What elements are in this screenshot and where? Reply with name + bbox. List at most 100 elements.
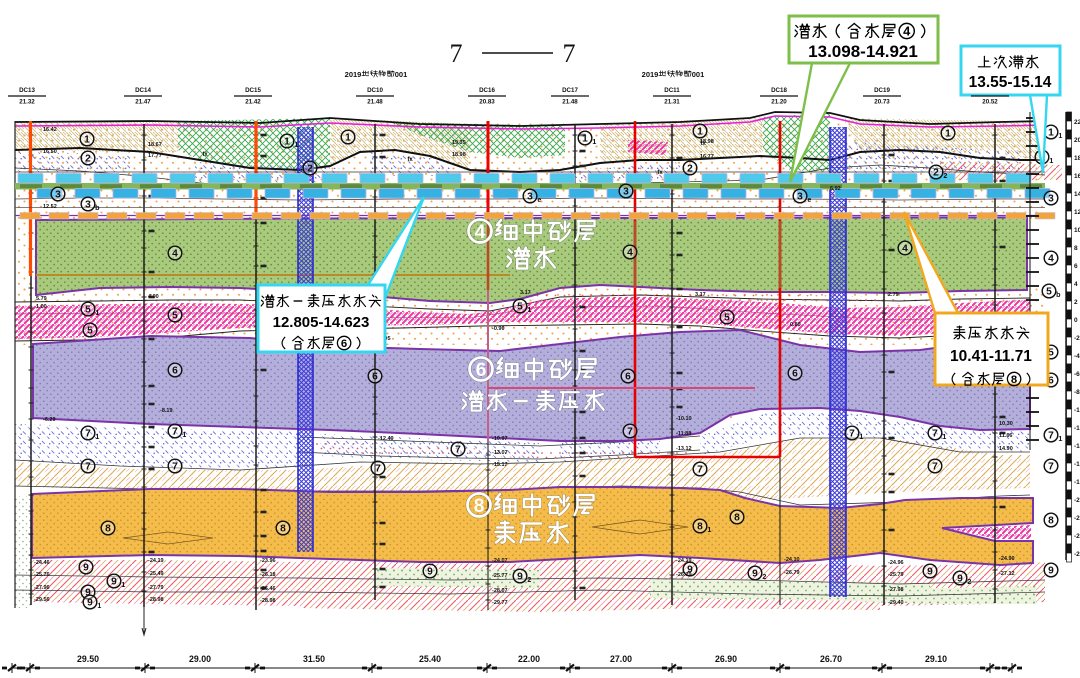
svg-text:3.17: 3.17 [695, 292, 706, 298]
svg-text:14.90: 14.90 [999, 446, 1013, 452]
svg-text:1: 1 [1058, 435, 1062, 443]
svg-text:-11.88: -11.88 [676, 431, 691, 437]
svg-text:2: 2 [527, 576, 531, 584]
svg-text:16: 16 [1074, 173, 1080, 180]
svg-text:1: 1 [592, 138, 596, 146]
svg-text:21.31: 21.31 [664, 99, 680, 106]
svg-text:-27.79: -27.79 [148, 585, 164, 591]
svg-text:4: 4 [902, 244, 908, 255]
svg-text:2: 2 [307, 164, 313, 175]
svg-text:7: 7 [849, 429, 855, 440]
svg-text:7: 7 [932, 429, 938, 440]
svg-text:1: 1 [97, 602, 101, 610]
svg-text:-26.79: -26.79 [784, 570, 800, 576]
svg-text:7: 7 [172, 427, 178, 438]
svg-text:4: 4 [1048, 254, 1054, 265]
svg-text:7: 7 [450, 39, 463, 68]
svg-text:4: 4 [627, 248, 633, 259]
svg-text:9: 9 [752, 569, 758, 580]
svg-text:5: 5 [724, 313, 730, 324]
svg-text:3: 3 [85, 200, 91, 211]
svg-text:21.47: 21.47 [135, 99, 151, 106]
svg-text:13.55-15.14: 13.55-15.14 [969, 74, 1052, 91]
svg-text:-29.77: -29.77 [492, 600, 508, 606]
svg-text:7: 7 [1048, 431, 1054, 442]
svg-text:4: 4 [475, 221, 486, 243]
svg-text:fx: fx [407, 157, 413, 163]
svg-text:-27.12: -27.12 [999, 571, 1015, 577]
svg-text:-6: -6 [1074, 371, 1080, 378]
svg-text:-12.49: -12.49 [378, 436, 394, 442]
svg-text:12: 12 [1074, 209, 1080, 216]
svg-text:6: 6 [1048, 376, 1054, 387]
svg-text:14: 14 [1074, 191, 1080, 198]
svg-text:-14: -14 [1074, 443, 1080, 450]
svg-text:1: 1 [294, 141, 298, 149]
svg-text:DC15: DC15 [245, 87, 261, 94]
svg-text:-29.40: -29.40 [888, 600, 904, 606]
svg-text:DC17: DC17 [562, 87, 578, 94]
svg-text:-6.29: -6.29 [43, 417, 56, 423]
svg-text:9: 9 [83, 563, 89, 574]
svg-text:2.79: 2.79 [888, 292, 899, 298]
svg-text:27.00: 27.00 [610, 654, 632, 664]
svg-text:22.00: 22.00 [518, 654, 540, 664]
svg-text:-24.19: -24.19 [676, 558, 692, 564]
svg-text:7: 7 [932, 462, 938, 473]
svg-text:-25.76: -25.76 [34, 572, 50, 578]
svg-text:1: 1 [945, 129, 951, 140]
svg-text:3: 3 [527, 192, 533, 203]
svg-text:-25.49: -25.49 [148, 571, 164, 577]
svg-text:9: 9 [927, 567, 933, 578]
svg-text:-24.07: -24.07 [492, 558, 508, 564]
svg-text:e: e [537, 196, 541, 204]
svg-text:3: 3 [623, 187, 629, 198]
svg-text:2019: 2019 [345, 70, 362, 79]
svg-text:DC19: DC19 [874, 87, 890, 94]
svg-text:fx: fx [202, 152, 208, 158]
svg-text:21.42: 21.42 [245, 99, 261, 106]
svg-text:16.50: 16.50 [43, 149, 57, 155]
svg-text:20: 20 [1074, 137, 1080, 144]
svg-text:5: 5 [1046, 287, 1052, 298]
svg-text:9: 9 [85, 588, 91, 599]
svg-text:b: b [95, 204, 100, 212]
svg-text:29.10: 29.10 [925, 654, 947, 664]
svg-text:18.98: 18.98 [452, 152, 466, 158]
svg-text:7: 7 [375, 464, 381, 475]
svg-text:2: 2 [967, 578, 971, 586]
svg-text:b: b [1056, 291, 1061, 299]
svg-text:10: 10 [1074, 227, 1080, 234]
svg-text:12.805-14.623: 12.805-14.623 [273, 314, 370, 331]
svg-text:9: 9 [1048, 566, 1054, 577]
svg-text:1: 1 [582, 134, 588, 145]
svg-text:-24.96: -24.96 [888, 560, 904, 566]
svg-text:1: 1 [84, 135, 90, 146]
svg-text:1.00: 1.00 [36, 304, 47, 310]
svg-text:2019: 2019 [642, 70, 659, 79]
svg-text:2: 2 [85, 154, 91, 165]
svg-text:8: 8 [1011, 374, 1017, 386]
svg-text:20.52: 20.52 [982, 99, 998, 106]
svg-text:1: 1 [121, 581, 125, 589]
svg-text:6: 6 [625, 372, 631, 383]
svg-text:-27.98: -27.98 [888, 587, 904, 593]
svg-text:18: 18 [1074, 155, 1080, 162]
svg-text:-25.79: -25.79 [888, 572, 904, 578]
svg-text:-26: -26 [1074, 551, 1080, 558]
svg-text:8: 8 [280, 524, 286, 535]
svg-text:13.098-14.921: 13.098-14.921 [808, 42, 918, 61]
svg-text:0: 0 [1074, 317, 1078, 324]
svg-text:9: 9 [87, 598, 93, 609]
svg-text:8: 8 [1048, 516, 1054, 527]
svg-text:7: 7 [1048, 462, 1054, 473]
svg-text:8: 8 [105, 524, 111, 535]
svg-text:-4: -4 [1074, 353, 1080, 360]
svg-text:-24.10: -24.10 [784, 557, 800, 563]
svg-text:8: 8 [474, 495, 485, 517]
svg-text:1: 1 [284, 137, 290, 148]
svg-text:-26.46: -26.46 [260, 586, 276, 592]
svg-text:0.80: 0.80 [790, 322, 801, 328]
svg-text:8: 8 [697, 522, 703, 533]
svg-text:-27.96: -27.96 [34, 585, 50, 591]
